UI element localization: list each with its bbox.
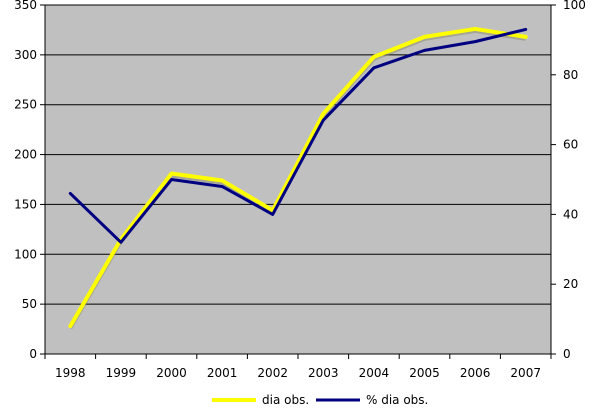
x-tick-label: 2002	[257, 366, 288, 380]
x-tick-label: 1998	[55, 366, 86, 380]
left-tick-label: 0	[29, 347, 37, 361]
legend-label: % dia obs.	[366, 393, 428, 407]
x-tick-label: 2007	[510, 366, 541, 380]
right-tick-label: 60	[563, 138, 578, 152]
x-tick-label: 2001	[207, 366, 238, 380]
plot-area	[44, 4, 552, 355]
x-tick-label: 2003	[308, 366, 339, 380]
right-tick-label: 100	[563, 0, 586, 12]
right-tick-label: 40	[563, 207, 578, 221]
x-tick-label: 2005	[409, 366, 440, 380]
right-tick-label: 80	[563, 68, 578, 82]
x-tick-label: 1999	[106, 366, 137, 380]
x-tick-label: 2006	[460, 366, 491, 380]
series-line-pct-dia-obs	[68, 27, 528, 244]
legend-label: dia obs.	[262, 393, 309, 407]
left-tick-label: 100	[14, 247, 37, 261]
left-tick-label: 250	[14, 98, 37, 112]
x-tick-label: 2004	[359, 366, 390, 380]
axes	[40, 4, 556, 359]
series-line-dia-obs	[68, 26, 528, 329]
right-tick-label: 20	[563, 277, 578, 291]
x-tick-label: 2000	[156, 366, 187, 380]
series-lines	[68, 26, 528, 330]
left-tick-label: 200	[14, 148, 37, 162]
left-tick-label: 300	[14, 48, 37, 62]
tick-labels: 0 50 100 150 200 250 300 350 0 20 40 60 80 100 1998 199…	[14, 0, 586, 380]
legend: dia obs. % dia obs.	[212, 393, 428, 407]
left-tick-label: 150	[14, 197, 37, 211]
gridlines	[45, 4, 551, 305]
left-tick-label: 350	[14, 0, 37, 12]
left-tick-label: 50	[22, 297, 37, 311]
right-tick-label: 0	[563, 347, 571, 361]
